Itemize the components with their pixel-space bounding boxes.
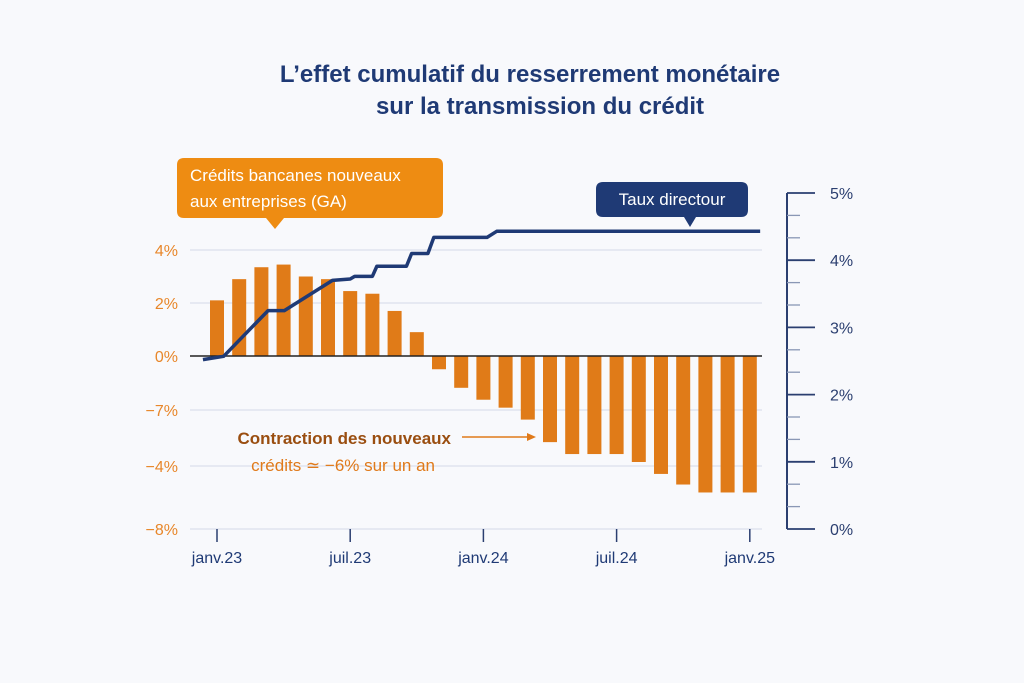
x-tick-label: juil.23: [328, 550, 371, 567]
left-tick-label: −8%: [146, 522, 178, 539]
bar: [409, 332, 424, 356]
line-series: [202, 229, 761, 362]
bar: [742, 356, 757, 493]
bar: [565, 356, 580, 455]
bar: [454, 356, 469, 388]
left-axis: 4% 2% 0% −7% −4% −8%: [146, 243, 178, 539]
policy-rate-line: [202, 229, 761, 362]
bar: [321, 279, 335, 356]
right-tick-label: 1%: [830, 455, 853, 472]
bar: [631, 356, 646, 462]
bar: [365, 293, 380, 356]
chart-title-line-2: sur la transmission du crédit: [376, 93, 704, 120]
x-tick-label: janv.23: [191, 550, 243, 567]
x-tick-label: juil.24: [595, 550, 638, 567]
bar: [476, 356, 491, 400]
bar: [520, 356, 535, 420]
bars-callout-line-2: aux entreprises (GA): [190, 192, 347, 211]
annotation-line-1: Contraction des nouveaux: [238, 429, 452, 448]
right-tick-label: 3%: [830, 320, 853, 337]
x-tick-label: janv.24: [457, 550, 509, 567]
bar: [698, 356, 713, 493]
bar: [654, 356, 668, 474]
line-callout-label: Taux directour: [619, 190, 726, 209]
right-tick-label: 2%: [830, 388, 853, 405]
annotation: Contraction des nouveaux crédits ≃ −6% s…: [238, 429, 536, 475]
bar: [609, 356, 624, 455]
line-callout: Taux directour: [596, 182, 748, 227]
chart-title-line-1: L’effet cumulatif du resserrement monéta…: [280, 61, 780, 88]
bar: [387, 310, 402, 356]
x-axis: janv.23 juil.23 janv.24 juil.24 janv.25: [191, 529, 775, 567]
right-tick-label: 4%: [830, 253, 853, 270]
bar: [254, 267, 269, 356]
left-tick-label: 2%: [155, 296, 178, 313]
annotation-arrow-head: [527, 433, 536, 441]
left-tick-label: 4%: [155, 243, 178, 260]
bar: [343, 291, 358, 356]
bar: [298, 276, 313, 356]
left-tick-label: −4%: [146, 459, 178, 476]
bar: [720, 356, 735, 493]
bar: [543, 356, 557, 443]
bars-callout-line-1: Crédits bancanes nouveaux: [190, 166, 401, 185]
bar: [498, 356, 513, 408]
bar: [676, 356, 691, 485]
bar: [587, 356, 602, 455]
x-tick-label: janv.25: [724, 550, 776, 567]
right-axis: 5% 4% 3% 2% 1% 0%: [786, 186, 853, 539]
right-tick-label: 5%: [830, 186, 853, 203]
left-tick-label: 0%: [155, 349, 178, 366]
annotation-line-2: crédits ≃ −6% sur un an: [251, 456, 435, 475]
bar: [432, 356, 446, 370]
bars-callout: Crédits bancanes nouveaux aux entreprise…: [177, 158, 443, 229]
left-tick-label: −7%: [146, 403, 178, 420]
bar: [210, 300, 224, 356]
right-tick-label: 0%: [830, 522, 853, 539]
